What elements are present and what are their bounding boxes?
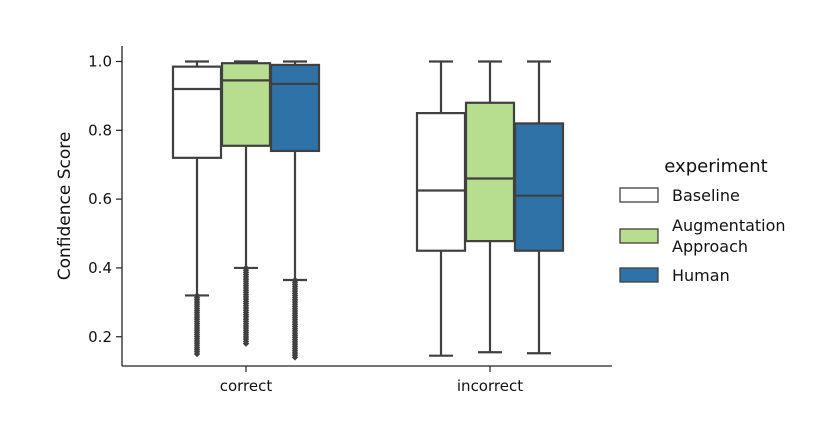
legend-item-human: Human — [619, 266, 730, 285]
legend-item-baseline: Baseline — [619, 186, 740, 205]
box-incorrect-human — [513, 60, 565, 355]
legend-swatch — [619, 228, 659, 244]
iqr-box — [513, 122, 565, 252]
y-tick-label: 0.4 — [88, 259, 112, 277]
legend-label: Human — [672, 266, 730, 285]
box-correct-baseline — [171, 60, 223, 358]
box-correct-augmentation-approach — [220, 60, 272, 347]
legend-swatch — [619, 267, 659, 283]
y-tick-label: 1.0 — [88, 52, 112, 70]
legend-item-augmentation-approach: Augmentation Approach — [619, 216, 786, 256]
iqr-box — [220, 62, 272, 147]
legend: experiment Baseline Augmentation Approach H… — [619, 156, 786, 285]
x-tick-label: incorrect — [457, 377, 523, 395]
y-tick-label: 0.8 — [88, 121, 112, 139]
outlier-point — [291, 354, 299, 361]
y-tick-label: 0.2 — [88, 328, 112, 346]
y-axis-label: Confidence Score — [55, 132, 75, 281]
legend-swatch — [619, 187, 659, 203]
iqr-box — [464, 101, 516, 243]
legend-label: Augmentation — [672, 216, 786, 235]
outlier-point — [242, 340, 250, 347]
iqr-box — [171, 65, 223, 159]
box-correct-human — [269, 60, 321, 361]
iqr-box — [269, 63, 321, 153]
x-tick-label: correct — [220, 377, 273, 395]
plot-area: 0.2 0.4 0.6 0.8 1.0 correct incorrect — [88, 46, 612, 395]
legend-title: experiment — [664, 156, 767, 177]
outlier-point — [193, 350, 201, 358]
legend-label: Baseline — [672, 186, 740, 205]
box-incorrect-baseline — [415, 60, 467, 357]
legend-label: Approach — [672, 237, 748, 256]
box-incorrect-augmentation-approach — [464, 60, 516, 354]
iqr-box — [415, 111, 467, 252]
y-tick-label: 0.6 — [88, 190, 112, 208]
